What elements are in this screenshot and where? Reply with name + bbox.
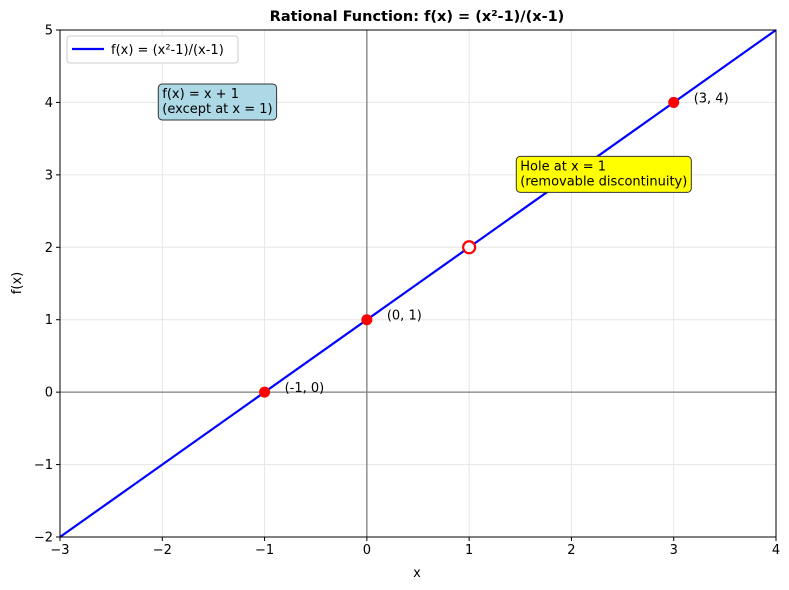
data-point (259, 386, 271, 398)
legend-entry-label: f(x) = (x²-1)/(x-1) (111, 43, 224, 58)
y-tick-label: 3 (45, 168, 53, 183)
point-label: (0, 1) (387, 309, 422, 324)
x-tick-label: 1 (465, 543, 473, 558)
y-axis-label: f(x) (10, 272, 25, 294)
point-label: (3, 4) (694, 91, 729, 106)
x-axis-ticks: −3 −2 −1 0 1 2 3 4 (50, 537, 780, 558)
x-tick-label: 4 (772, 543, 780, 558)
x-tick-label: 2 (567, 543, 575, 558)
hole-marker (462, 240, 477, 255)
points-layer (259, 96, 680, 398)
x-tick-label: 3 (670, 543, 678, 558)
legend: f(x) = (x²-1)/(x-1) (66, 35, 239, 64)
point-labels-layer: (-1, 0) (0, 1) (3, 4) (285, 91, 729, 396)
annotation-box: Hole at x = 1(removable discontinuity) (515, 155, 692, 193)
annotation-box: f(x) = x + 1(except at x = 1) (157, 83, 278, 121)
y-tick-label: 2 (45, 241, 53, 256)
x-axis-label: x (413, 566, 421, 581)
annotation-text-line: Hole at x = 1 (520, 159, 606, 174)
series-line-segment (471, 29, 777, 247)
zero-axis-lines (60, 30, 776, 537)
data-point (361, 314, 373, 326)
annotation-text-line: (except at x = 1) (162, 102, 272, 117)
point-label: (-1, 0) (285, 381, 325, 396)
x-tick-label: 0 (363, 543, 371, 558)
x-tick-label: −3 (50, 543, 69, 558)
annotations-layer: f(x) = x + 1(except at x = 1) Hole at x =… (157, 83, 692, 193)
chart-title: Rational Function: f(x) = (x²-1)/(x-1) (270, 9, 565, 25)
y-tick-label: 4 (45, 96, 53, 111)
data-point (668, 96, 680, 108)
y-axis-ticks: −2 −1 0 1 2 3 4 5 (34, 24, 60, 546)
y-tick-label: −2 (34, 531, 53, 546)
y-tick-label: 1 (45, 313, 53, 328)
annotation-text-line: (removable discontinuity) (520, 174, 687, 189)
y-tick-label: 5 (45, 24, 53, 39)
x-tick-label: −2 (153, 543, 172, 558)
y-tick-label: −1 (34, 458, 53, 473)
annotation-background (157, 83, 278, 121)
y-tick-label: 0 (45, 386, 53, 401)
plot-frame (59, 29, 777, 538)
legend-box (66, 35, 239, 64)
annotation-background (515, 155, 692, 193)
x-tick-label: −1 (255, 543, 274, 558)
annotation-text-line: f(x) = x + 1 (162, 87, 239, 102)
